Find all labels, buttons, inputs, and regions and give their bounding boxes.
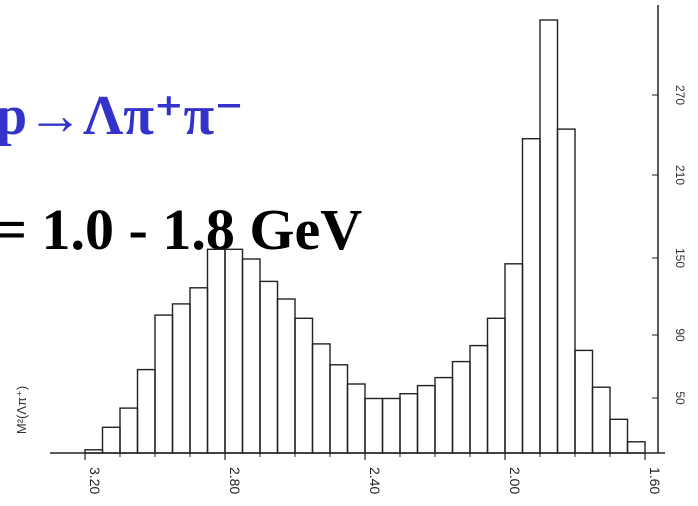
histogram-bin — [521, 137, 541, 454]
histogram-bin — [451, 360, 471, 454]
right-axis-tick-label: 90 — [673, 328, 687, 342]
histogram-bin — [84, 449, 104, 454]
x-tick-label: 2.00 — [507, 467, 523, 494]
histogram-bin — [434, 376, 454, 454]
energy-range-title: = 1.0 - 1.8 GeV — [0, 197, 363, 262]
histogram-bin — [101, 426, 121, 454]
histogram-bin — [276, 298, 296, 454]
reaction-title: p→Λπ⁺π⁻ — [0, 85, 244, 147]
histogram-bin — [486, 317, 506, 454]
histogram-bin — [469, 344, 489, 454]
x-tick-label: 2.80 — [227, 467, 243, 494]
x-tick-label: 3.20 — [87, 467, 103, 494]
histogram-bin — [381, 397, 401, 454]
histogram-bin — [574, 349, 594, 454]
histogram-bin — [504, 263, 524, 454]
histogram-bin — [609, 418, 629, 454]
x-tick-label: 2.40 — [367, 467, 383, 494]
histogram-bin — [241, 258, 261, 454]
histogram-bin — [329, 364, 349, 454]
histogram-bin — [136, 368, 156, 454]
histogram-bin — [416, 384, 436, 454]
histogram-bin — [294, 317, 314, 454]
y-axis-label: M²(Λπ⁺) — [14, 386, 29, 434]
right-axis-tick-label: 50 — [673, 391, 687, 405]
histogram-bin — [259, 280, 279, 454]
histogram-bin — [399, 393, 419, 454]
x-tick-label: 1.60 — [647, 467, 663, 494]
histogram-bin — [119, 407, 139, 454]
histogram-bin — [556, 128, 576, 454]
histogram-bin — [311, 343, 331, 454]
right-axis-tick-label: 150 — [673, 248, 687, 268]
histogram-bin — [626, 441, 646, 454]
histogram-bin — [591, 386, 611, 454]
histogram-bin — [346, 383, 366, 454]
histogram-bin — [224, 248, 244, 454]
histogram-bin — [171, 303, 191, 454]
histogram-bin — [189, 287, 209, 454]
histogram-bin — [206, 248, 226, 454]
histogram-bin — [364, 397, 384, 454]
right-axis-tick-label: 210 — [673, 165, 687, 185]
right-axis-tick-label: 270 — [673, 85, 687, 105]
histogram-bin — [539, 19, 559, 454]
histogram-bin — [154, 314, 174, 454]
